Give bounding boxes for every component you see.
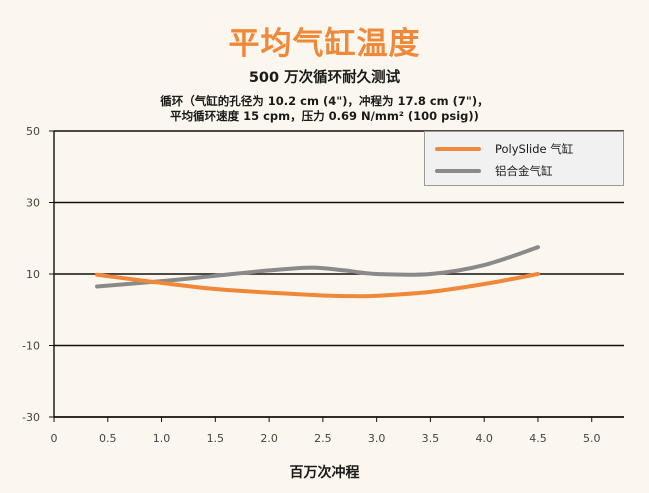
x-tick-label: 1.5	[207, 432, 225, 445]
x-tick-label: 2.0	[260, 432, 278, 445]
y-tick-label: 50	[26, 125, 40, 138]
chart-description-line-1: 循环（气缸的孔径为 10.2 cm (4")，冲程为 17.8 cm (7")，	[160, 94, 489, 108]
x-tick-label: 3.0	[368, 432, 386, 445]
x-tick-label: 2.5	[314, 432, 332, 445]
legend-label-polyslide: PolySlide 气缸	[495, 142, 574, 156]
legend-swatch-polyslide	[435, 147, 481, 151]
legend: PolySlide 气缸 铝合金气缸	[424, 131, 624, 186]
legend-item-polyslide: PolySlide 气缸	[435, 139, 573, 159]
y-tick-label: 10	[26, 268, 40, 281]
chart-subtitle: 500 万次循环耐久测试	[248, 70, 401, 86]
x-tick-label: 3.5	[422, 432, 440, 445]
x-tick-label: 4.5	[529, 432, 547, 445]
legend-swatch-aluminum	[435, 169, 481, 173]
legend-item-aluminum: 铝合金气缸	[435, 161, 553, 181]
y-tick-label: -30	[22, 411, 40, 424]
legend-label-aluminum: 铝合金气缸	[495, 164, 553, 178]
series-line-aluminum	[95, 245, 540, 289]
series-line-polyslide	[95, 272, 540, 299]
x-tick-label: 0	[51, 432, 58, 445]
y-tick-label: 30	[26, 197, 40, 210]
chart-title: 平均气缸温度	[228, 26, 421, 62]
x-tick-label: 5.0	[583, 432, 601, 445]
x-tick-label: 4.0	[475, 432, 493, 445]
y-tick-label: -10	[22, 340, 40, 353]
x-tick-label: 0.5	[99, 432, 117, 445]
chart-description-line-2: 平均循环速度 15 cpm，压力 0.69 N/mm² (100 psig))	[170, 109, 479, 123]
x-tick-label: 1.0	[153, 432, 171, 445]
x-axis-label: 百万次冲程	[289, 465, 360, 481]
